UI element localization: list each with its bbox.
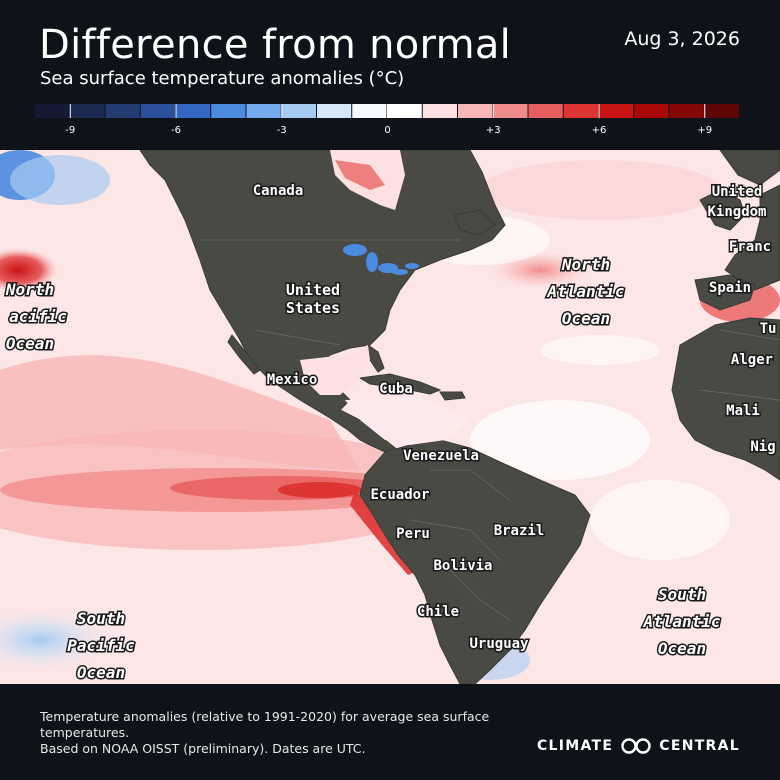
label-north-atlantic-1: North (561, 255, 610, 274)
color-scale-segment (669, 104, 704, 118)
label-brazil: Brazil (494, 523, 545, 539)
footnote: Temperature anomalies (relative to 1991-… (40, 709, 540, 757)
hudson-bay-warm-patch (335, 160, 385, 190)
color-scale-segment (599, 104, 634, 118)
label-north-pacific-2: acific (9, 307, 67, 326)
color-scale-segment (704, 104, 739, 118)
color-scale-tick-label: -3 (276, 125, 287, 136)
color-scale-segment (176, 104, 211, 118)
color-scale-segment (281, 104, 316, 118)
great-lakes (343, 244, 419, 275)
label-south-pacific-1: South (77, 609, 125, 628)
brand-word-left: CLIMATE (536, 738, 614, 754)
color-scale-segment (634, 104, 669, 118)
color-scale-tick-label: -9 (65, 125, 76, 136)
color-scale-segment (246, 104, 281, 118)
map-labels: Canada United Kingdom Franc North acific… (3, 182, 778, 684)
label-north-atlantic-2: Atlantic (546, 282, 624, 301)
color-scale-segment (352, 104, 387, 118)
caribbean-sea (345, 398, 470, 445)
label-tunisia: Tu (760, 321, 777, 337)
label-venezuela: Venezuela (403, 448, 479, 464)
label-south-pacific-2: Pacific (67, 636, 135, 655)
color-scale-tick-label: 0 (384, 125, 391, 136)
label-niger: Nig (750, 439, 775, 455)
label-algeria: Alger (731, 352, 773, 368)
label-south-atlantic-1: South (658, 585, 706, 604)
label-spain: Spain (709, 280, 751, 296)
anomaly-map: Canada United Kingdom Franc North acific… (0, 150, 780, 684)
color-scale-tick-label: +3 (485, 125, 501, 136)
color-scale-segment (458, 104, 493, 118)
color-scale-tick-label: -6 (171, 125, 181, 136)
header: Difference from normal Sea surface tempe… (0, 0, 780, 150)
color-scale-segment (528, 104, 563, 118)
label-north-atlantic-3: Ocean (562, 309, 610, 328)
color-scale-segment (422, 104, 457, 118)
footer (0, 684, 780, 780)
label-south-atlantic-3: Ocean (658, 639, 706, 658)
label-south-atlantic-2: Atlantic (642, 612, 720, 631)
land (139, 150, 780, 684)
label-united-kingdom-1: United (712, 184, 763, 200)
color-scale-segment (105, 104, 140, 118)
label-mali: Mali (726, 403, 760, 419)
label-north-pacific-3: Ocean (6, 334, 54, 353)
map-subtitle: Sea surface temperature anomalies (°C) (40, 68, 405, 89)
label-canada: Canada (253, 183, 304, 199)
color-scale-segment (387, 104, 422, 118)
label-cuba: Cuba (379, 381, 413, 397)
color-scale-segment (317, 104, 352, 118)
color-scale-tick-label: +6 (591, 125, 607, 136)
color-scale-segment (35, 104, 70, 118)
climate-central-logo: CLIMATE CENTRAL (537, 738, 740, 754)
label-ecuador: Ecuador (370, 487, 429, 503)
borders (200, 239, 780, 621)
label-chile: Chile (417, 604, 459, 620)
map-title: Difference from normal (39, 22, 512, 68)
label-south-pacific-3: Ocean (77, 663, 125, 682)
color-scale-tick-label: +9 (697, 125, 713, 136)
label-peru: Peru (396, 526, 430, 542)
footnote-line-2: Based on NOAA OISST (preliminary). Dates… (40, 741, 366, 756)
label-north-pacific-1: North (5, 280, 54, 299)
label-united-states-1: United (286, 281, 340, 299)
gulf-of-mexico (300, 345, 370, 395)
climate-central-rings-icon (621, 738, 651, 754)
label-united-states-2: States (286, 299, 340, 317)
color-scale-bar (35, 104, 739, 118)
color-scale-segment (563, 104, 598, 118)
color-scale-segment (493, 104, 528, 118)
footnote-line-1: Temperature anomalies (relative to 1991-… (40, 709, 490, 740)
date-label: Aug 3, 2026 (624, 28, 740, 50)
label-united-kingdom-2: Kingdom (707, 204, 766, 220)
color-scale-segment (211, 104, 246, 118)
label-uruguay: Uruguay (469, 636, 529, 652)
label-mexico: Mexico (267, 372, 318, 388)
brand-word-right: CENTRAL (659, 738, 740, 754)
label-france: Franc (729, 239, 771, 255)
map-canvas: Canada United Kingdom Franc North acific… (0, 150, 780, 684)
color-scale-ticks: -9 -6 -3 0 +3 +6 +9 (35, 125, 740, 139)
color-scale-segment (70, 104, 105, 118)
color-scale-segment (140, 104, 175, 118)
label-bolivia: Bolivia (433, 558, 492, 574)
